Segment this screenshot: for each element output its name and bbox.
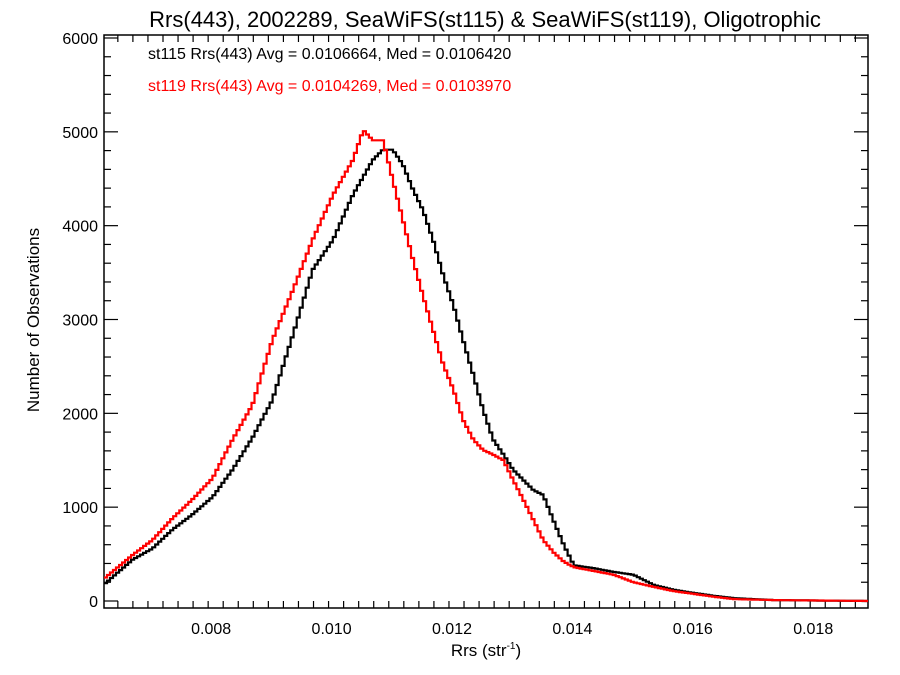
x-tick-label: 0.012 [432, 621, 472, 638]
annotation-st115: st115 Rrs(443) Avg = 0.0106664, Med = 0.… [148, 46, 511, 63]
x-tick-labels: 0.008 0.010 0.012 0.014 0.016 0.018 [191, 621, 833, 638]
y-tick-labels: 0 1000 2000 3000 4000 5000 6000 [62, 31, 98, 611]
y-tick-label: 0 [89, 594, 98, 611]
x-axis-label-sup: -1 [507, 641, 516, 652]
x-tick-label: 0.018 [793, 621, 833, 638]
series-st115 [104, 148, 868, 603]
x-axis-label-close: ) [515, 641, 521, 660]
x-tick-label: 0.010 [312, 621, 352, 638]
y-axis-label: Number of Observations [24, 228, 43, 412]
x-axis-label: Rrs (str-1) [451, 641, 521, 660]
y-tick-label: 1000 [62, 500, 98, 517]
y-tick-label: 5000 [62, 125, 98, 142]
axis-ticks [104, 35, 868, 608]
annotation-st119: st119 Rrs(443) Avg = 0.0104269, Med = 0.… [148, 78, 511, 95]
y-tick-label: 3000 [62, 313, 98, 330]
y-tick-label: 6000 [62, 31, 98, 48]
x-tick-label: 0.014 [552, 621, 592, 638]
x-tick-label: 0.016 [673, 621, 713, 638]
y-tick-label: 2000 [62, 406, 98, 423]
series-st119 [104, 130, 868, 603]
x-axis-label-base: Rrs (str [451, 641, 507, 660]
y-tick-label: 4000 [62, 219, 98, 236]
plot-frame [103, 34, 869, 609]
series-layer [104, 130, 868, 603]
chart-title: Rrs(443), 2002289, SeaWiFS(st115) & SeaW… [149, 7, 821, 32]
x-tick-label: 0.008 [191, 621, 231, 638]
